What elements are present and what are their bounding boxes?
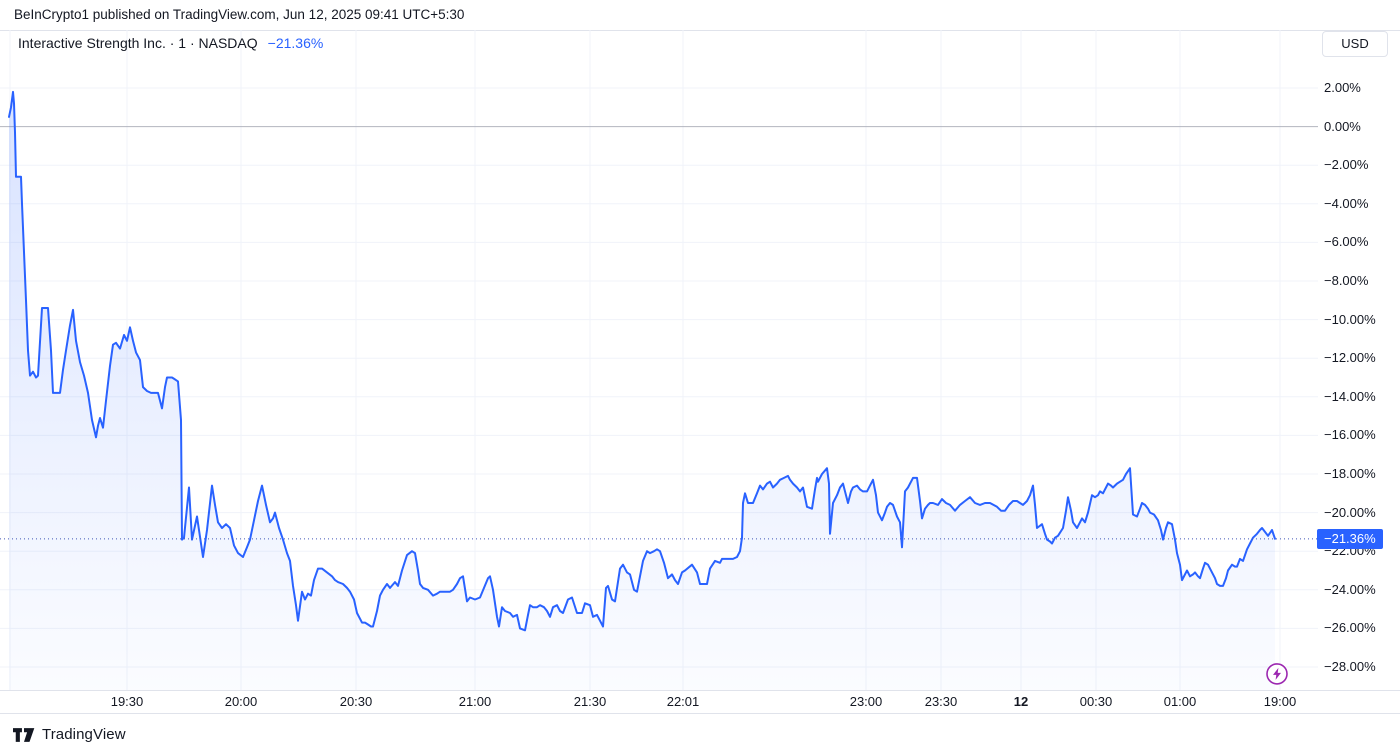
time-tick-label: 01:00 bbox=[1163, 694, 1197, 709]
time-tick-label: 19:30 bbox=[110, 694, 144, 709]
chart-legend[interactable]: Interactive Strength Inc. · 1 · NASDAQ −2… bbox=[18, 35, 323, 51]
price-tick-label: −2.00% bbox=[1324, 157, 1369, 173]
last-price-badge: −21.36% bbox=[1317, 528, 1383, 549]
attribution-text: BeInCrypto1 published on TradingView.com… bbox=[14, 7, 465, 22]
price-tick-label: −10.00% bbox=[1324, 311, 1376, 327]
price-tick-label: −26.00% bbox=[1324, 620, 1376, 636]
time-tick-label: 19:00 bbox=[1263, 694, 1297, 709]
price-tick-label: −24.00% bbox=[1324, 581, 1376, 597]
header-divider bbox=[0, 30, 1400, 31]
chart-bottom-border bbox=[0, 713, 1400, 714]
price-tick-label: −12.00% bbox=[1324, 350, 1376, 366]
price-tick-label: −8.00% bbox=[1324, 273, 1369, 288]
time-tick-label: 21:30 bbox=[573, 694, 607, 709]
time-axis[interactable]: 19:30 20:00 20:30 21:00 21:30 22:01 23:00 23:30… bbox=[0, 690, 1318, 713]
time-tick-label: 20:30 bbox=[339, 694, 373, 709]
change-percent: −21.36% bbox=[267, 35, 324, 51]
price-tick-label: −16.00% bbox=[1324, 427, 1376, 443]
price-tick-label: −28.00% bbox=[1324, 659, 1376, 674]
time-tick-label: 12 bbox=[1013, 694, 1029, 709]
time-tick-label: 00:30 bbox=[1079, 694, 1113, 709]
time-tick-label: 22:01 bbox=[666, 694, 700, 709]
market-status-icon[interactable] bbox=[1266, 663, 1288, 685]
currency-unit-button[interactable]: USD bbox=[1322, 31, 1388, 57]
price-tick-label: −6.00% bbox=[1324, 234, 1369, 250]
time-tick-label: 23:30 bbox=[924, 694, 958, 709]
time-axis-divider bbox=[0, 690, 1400, 691]
time-tick-label: 21:00 bbox=[458, 694, 492, 709]
tradingview-brand-text: TradingView bbox=[42, 726, 126, 743]
symbol-title: Interactive Strength Inc. · 1 · NASDAQ bbox=[18, 35, 258, 51]
tradingview-logo-icon bbox=[13, 727, 35, 742]
price-tick-label: 0.00% bbox=[1324, 118, 1361, 134]
time-tick-label: 20:00 bbox=[224, 694, 258, 709]
price-tick-label: −4.00% bbox=[1324, 195, 1369, 211]
price-tick-label: 2.00% bbox=[1324, 80, 1361, 95]
price-chart-canvas[interactable] bbox=[0, 30, 1318, 690]
time-tick-label: 23:00 bbox=[849, 694, 883, 709]
price-axis[interactable]: 2.00% 0.00% −2.00% −4.00% −6.00% −8.00% −10.00… bbox=[1318, 30, 1400, 690]
price-tick-label: −14.00% bbox=[1324, 388, 1376, 404]
tradingview-attribution[interactable]: TradingView bbox=[13, 726, 126, 743]
series-line bbox=[8, 90, 1276, 632]
series-area bbox=[9, 91, 1275, 690]
price-tick-label: −20.00% bbox=[1324, 504, 1376, 520]
price-tick-label: −18.00% bbox=[1324, 466, 1376, 481]
